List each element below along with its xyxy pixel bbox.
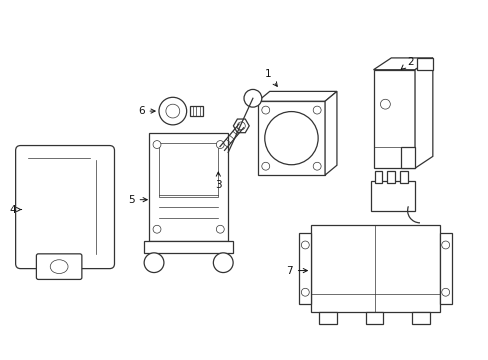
Bar — [370, 181, 414, 211]
Bar — [319, 312, 336, 324]
Polygon shape — [257, 91, 336, 101]
Circle shape — [244, 89, 261, 107]
Circle shape — [153, 141, 161, 148]
Circle shape — [216, 225, 224, 233]
Circle shape — [213, 253, 233, 273]
Circle shape — [441, 241, 449, 249]
Circle shape — [301, 288, 308, 296]
FancyBboxPatch shape — [36, 254, 81, 279]
Ellipse shape — [50, 260, 68, 274]
Bar — [373, 70, 414, 168]
Bar — [399, 171, 407, 183]
Text: 1: 1 — [264, 69, 277, 86]
Text: 7: 7 — [285, 266, 307, 276]
Polygon shape — [414, 58, 432, 168]
Circle shape — [144, 253, 163, 273]
Bar — [374, 171, 382, 183]
Bar — [400, 147, 414, 168]
Polygon shape — [373, 58, 432, 70]
Circle shape — [153, 225, 161, 233]
Bar — [159, 143, 218, 197]
Circle shape — [313, 106, 321, 114]
Circle shape — [261, 106, 269, 114]
Circle shape — [380, 99, 389, 109]
Text: 6: 6 — [138, 106, 155, 116]
Bar — [386, 171, 394, 183]
Text: 4: 4 — [9, 204, 21, 215]
Bar — [411, 312, 429, 324]
Circle shape — [313, 162, 321, 170]
Bar — [310, 225, 439, 312]
Bar — [365, 312, 383, 324]
Bar — [189, 106, 203, 116]
Polygon shape — [325, 91, 336, 175]
Circle shape — [216, 141, 224, 148]
Circle shape — [301, 241, 308, 249]
Polygon shape — [233, 119, 249, 133]
FancyBboxPatch shape — [16, 145, 114, 269]
Circle shape — [237, 122, 245, 130]
Bar — [144, 241, 233, 253]
Circle shape — [261, 162, 269, 170]
Bar — [416, 58, 432, 70]
Bar — [299, 233, 310, 304]
Circle shape — [441, 288, 449, 296]
Text: 5: 5 — [128, 195, 147, 205]
Text: 3: 3 — [215, 172, 221, 190]
Circle shape — [165, 104, 180, 118]
Circle shape — [159, 97, 186, 125]
Bar — [149, 133, 228, 241]
Bar — [257, 101, 325, 175]
Text: 2: 2 — [400, 57, 412, 69]
Bar — [439, 233, 451, 304]
Circle shape — [264, 112, 318, 165]
